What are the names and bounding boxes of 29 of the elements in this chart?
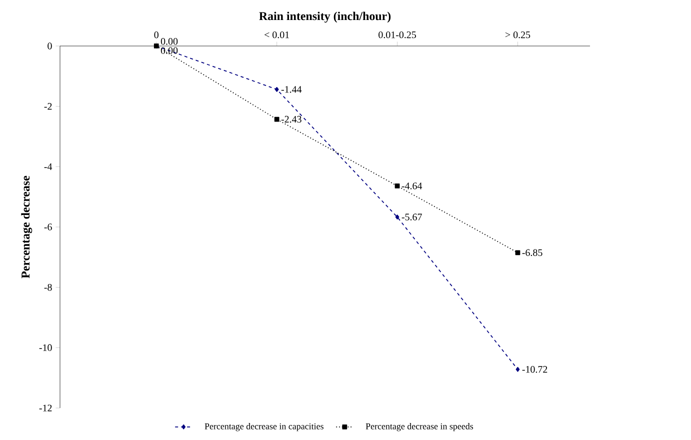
y-tick-label: -4	[44, 163, 52, 170]
y-axis-title: Percentage decrease	[21, 176, 32, 278]
y-tick-label: -12	[39, 404, 52, 412]
data-label: 0.00	[160, 38, 178, 45]
point	[274, 116, 280, 122]
point	[274, 86, 279, 92]
y-tick-label: 0	[48, 42, 52, 50]
y-tick-label: -6	[44, 224, 52, 230]
point	[394, 184, 400, 188]
x-tick-label: < 0.01	[264, 31, 289, 38]
data-label: -5.67	[402, 214, 422, 220]
x-tick-label: 0.01-0.25	[378, 31, 416, 38]
y-tick-label: -10	[39, 344, 52, 352]
data-label: -2.43	[281, 116, 302, 123]
point	[395, 214, 400, 220]
data-label: -4.64	[402, 182, 422, 190]
point	[515, 250, 520, 256]
x-tick-label: 0	[154, 32, 158, 38]
data-label: -1.44	[281, 86, 302, 93]
data-label: -6.85	[522, 249, 542, 256]
y-tick-label: -2	[44, 103, 52, 110]
point	[516, 366, 520, 372]
legend-label: Percentage decrease in speeds	[366, 423, 474, 432]
x-tick-label: > 0.25	[505, 31, 530, 38]
y-tick-label: -8	[44, 284, 52, 291]
data-label: 0.00	[160, 47, 178, 54]
x-axis-title: Rain intensity (inch/hour)	[259, 12, 391, 23]
data-label: -10.72	[522, 366, 548, 373]
legend-label: Percentage decrease in capacities	[204, 423, 324, 432]
